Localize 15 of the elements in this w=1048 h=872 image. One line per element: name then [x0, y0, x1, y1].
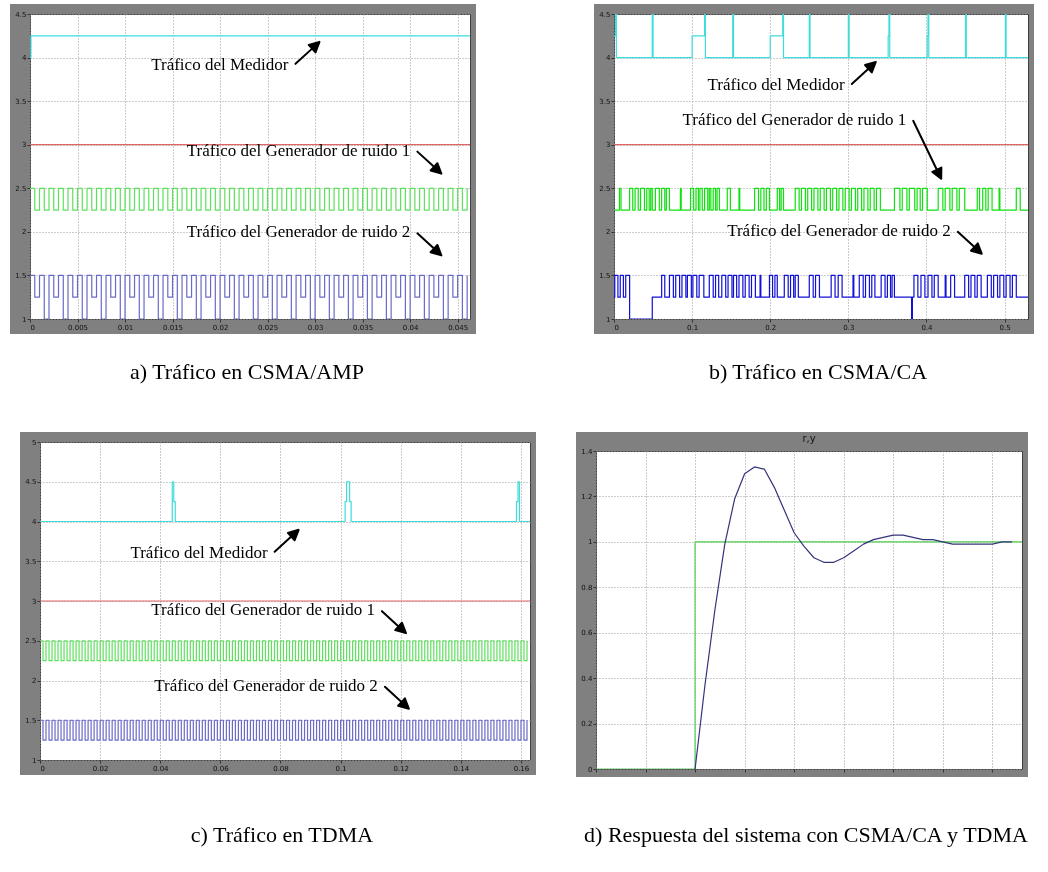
annotation: Tráfico del Medidor: [151, 54, 289, 74]
text: b) Tráfico en CSMA/CA: [707, 359, 929, 385]
annotation: Tráfico del Medidor: [130, 542, 268, 562]
text: d) Respuesta del sistema con CSMA/CA y TDMA: [583, 822, 1029, 848]
annotation: Tráfico del Generador de ruido 2: [154, 675, 378, 695]
annotation: Tráfico del Generador de ruido 1: [151, 600, 375, 620]
text: c) Tráfico en TDMA: [189, 822, 375, 848]
annotation: Tráfico del Generador de ruido 1: [682, 109, 907, 129]
chart-subtitle: r,y: [802, 433, 816, 444]
annotation: Tráfico del Generador de ruido 2: [186, 222, 411, 242]
annotation: Tráfico del Generador de ruido 2: [727, 220, 951, 240]
text: a) Tráfico en CSMA/AMP: [128, 359, 366, 385]
line-series: [694, 466, 1013, 769]
annotation: Tráfico del Medidor: [707, 74, 846, 94]
annotation: Tráfico del Generador de ruido 1: [186, 140, 411, 160]
